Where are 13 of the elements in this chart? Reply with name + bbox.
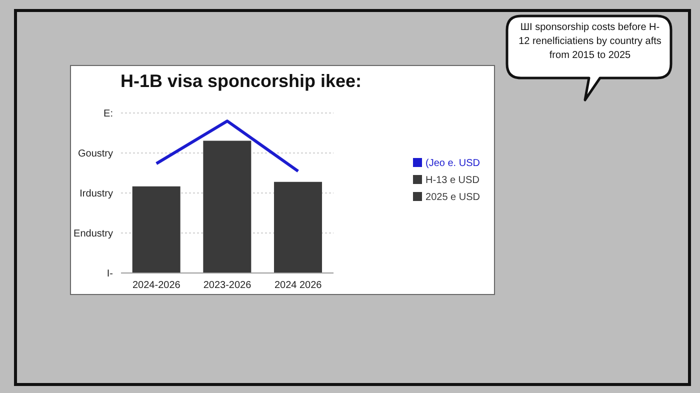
chart-title: H-1B visa sponcorship ikee: <box>119 71 363 92</box>
legend-label: 2025 e USD <box>426 192 480 202</box>
text: Irdustry <box>80 188 113 200</box>
x-tick-label: 2024 2026 <box>274 280 322 292</box>
x-tick-label: 2023-2026 <box>203 280 252 292</box>
text: ШI sponsorship costs before H-12 renelficiatiens by country afts from 2015 to 2025 <box>518 21 662 63</box>
text: Goustry <box>78 148 113 160</box>
x-tick-label: 2024-2026 <box>132 280 181 292</box>
text: Endustry <box>74 228 113 240</box>
legend-label: (Jeo e. USD <box>426 158 480 168</box>
legend-label: H-13 e USD <box>426 174 480 186</box>
text: I- <box>106 268 113 280</box>
text: E: <box>104 108 113 120</box>
